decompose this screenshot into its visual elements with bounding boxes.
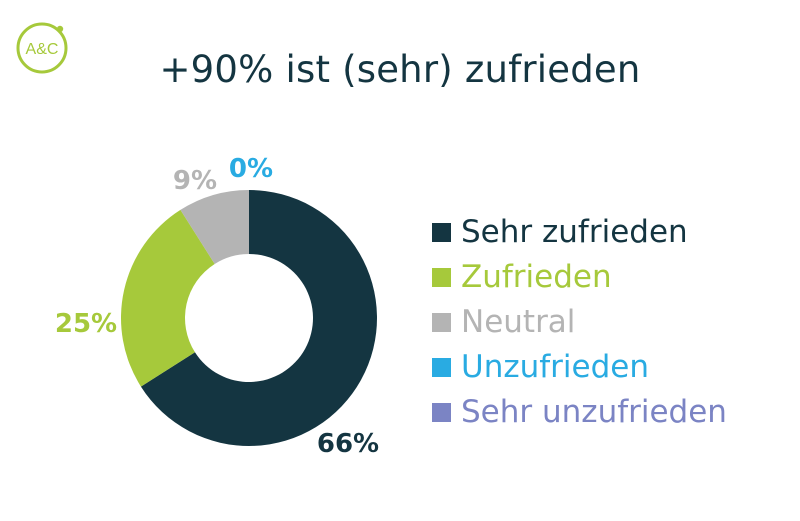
legend-swatch [432, 268, 451, 287]
data-label-zufrieden: 25% [55, 309, 117, 339]
legend-swatch [432, 313, 451, 332]
legend-item-sehr-zufrieden: Sehr zufrieden [432, 210, 727, 255]
data-label-neutral: 9% [173, 166, 217, 196]
legend-swatch [432, 358, 451, 377]
slice-neutral [180, 190, 249, 264]
legend-swatch [432, 403, 451, 422]
legend-item-zufrieden: Zufrieden [432, 255, 727, 300]
slice-sehr-zufrieden [140, 190, 377, 447]
logo-icon: A&C [16, 22, 68, 74]
legend-item-unzufrieden: Unzufrieden [432, 345, 727, 390]
legend-item-neutral: Neutral [432, 300, 727, 345]
legend-label: Sehr zufrieden [461, 214, 688, 250]
logo-text: A&C [26, 41, 59, 58]
legend-label: Neutral [461, 304, 576, 340]
legend-swatch [432, 223, 451, 242]
legend-label: Sehr unzufrieden [461, 394, 727, 430]
legend-item-sehr-unzufrieden: Sehr unzufrieden [432, 390, 727, 435]
data-label-unzufrieden: 0% [229, 154, 273, 184]
chart-legend: Sehr zufrieden Zufrieden Neutral Unzufri… [432, 210, 727, 435]
legend-label: Unzufrieden [461, 349, 649, 385]
data-label-sehr-zufrieden: 66% [317, 429, 379, 459]
legend-label: Zufrieden [461, 259, 612, 295]
slice-zufrieden [121, 209, 215, 387]
chart-title: +90% ist (sehr) zufrieden [159, 48, 641, 91]
